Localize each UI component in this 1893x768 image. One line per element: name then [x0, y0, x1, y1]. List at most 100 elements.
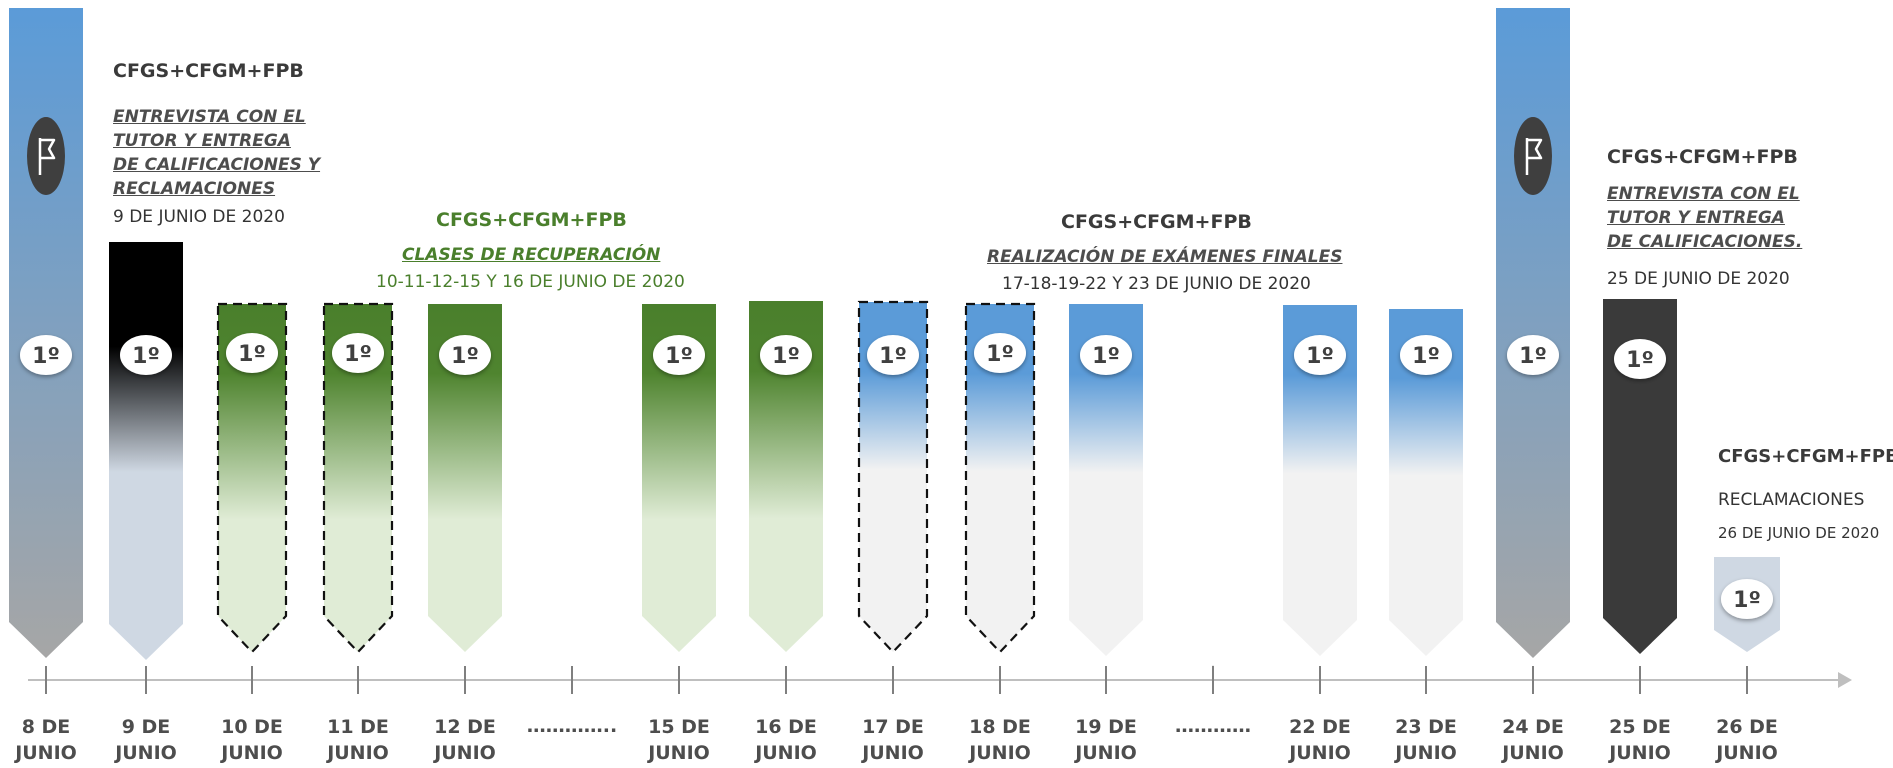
date-label-month: JUNIO — [1609, 742, 1671, 764]
badge-text: 1º — [772, 344, 800, 369]
flag-icon-bg — [27, 117, 65, 195]
date-label-day: 11 DE — [327, 716, 389, 738]
badge — [760, 335, 812, 375]
group-claims-subtitle: RECLAMACIONES — [1718, 490, 1865, 510]
badge — [439, 335, 491, 375]
badge-text: 1º — [986, 342, 1014, 367]
date-label-day: ………….. — [526, 715, 618, 737]
group-blue-header: CFGS+CFGM+FPB — [1061, 211, 1252, 233]
badge-text: 1º — [879, 344, 907, 369]
date-label-day: 26 DE — [1716, 716, 1778, 738]
badge — [1614, 339, 1666, 379]
group-left-date: 9 DE JUNIO DE 2020 — [113, 207, 285, 227]
date-label-day: 10 DE — [221, 716, 283, 738]
group-left-subtitle: ENTREVISTA CON EL TUTOR Y ENTREGA DE CAL… — [113, 105, 320, 201]
subtitle-line: TUTOR Y ENTREGA — [1607, 208, 1785, 228]
date-label-day: ………… — [1175, 715, 1251, 737]
date-label: 16 DE JUNIO — [736, 714, 836, 766]
day-arrow-bar — [1496, 8, 1570, 658]
date-label: 10 DE JUNIO — [202, 714, 302, 766]
date-label-month: JUNIO — [1075, 742, 1137, 764]
date-label-day: 9 DE — [121, 716, 171, 738]
date-label-day: 16 DE — [755, 716, 817, 738]
badge-text: 1º — [132, 344, 160, 369]
badge-text: 1º — [451, 344, 479, 369]
badge — [653, 335, 705, 375]
day-arrow-bar — [1283, 305, 1357, 656]
group-claims-header: CFGS+CFGM+FPB — [1718, 446, 1893, 467]
day-arrow-bar — [1069, 304, 1143, 656]
badge-text: 1º — [32, 344, 60, 369]
date-label: 25 DE JUNIO — [1590, 714, 1690, 766]
day-arrow-bar — [857, 300, 929, 654]
date-label-month: JUNIO — [115, 742, 177, 764]
group-green-date: 10-11-12-15 Y 16 DE JUNIO DE 2020 — [376, 272, 685, 292]
date-label: 12 DE JUNIO — [415, 714, 515, 766]
date-label-day: 15 DE — [648, 716, 710, 738]
group-right-date: 25 DE JUNIO DE 2020 — [1607, 269, 1790, 289]
subtitle-line: DE CALIFICACIONES Y — [113, 155, 321, 175]
badge — [332, 333, 384, 373]
day-arrow-bar — [216, 302, 288, 654]
badge — [1507, 335, 1559, 375]
date-label-day: 8 DE — [21, 716, 71, 738]
date-label-month: JUNIO — [755, 742, 817, 764]
day-arrow-bar — [428, 304, 502, 652]
group-blue-subtitle: REALIZACIÓN DE EXÁMENES FINALES — [987, 247, 1343, 267]
date-label-day: 17 DE — [862, 716, 924, 738]
axis-arrow — [1838, 672, 1852, 688]
date-label-month: JUNIO — [969, 742, 1031, 764]
subtitle-line: DE CALIFICACIONES. — [1607, 232, 1803, 252]
day-arrow-bar — [642, 304, 716, 652]
group-green-header: CFGS+CFGM+FPB — [436, 209, 627, 231]
date-label: 22 DE JUNIO — [1270, 714, 1370, 766]
subtitle-line: ENTREVISTA CON EL — [1607, 184, 1800, 204]
date-label-day: 12 DE — [434, 716, 496, 738]
date-label-day: 22 DE — [1289, 716, 1351, 738]
date-label-day: 24 DE — [1502, 716, 1564, 738]
badge-text: 1º — [665, 344, 693, 369]
date-label: 26 DE JUNIO — [1697, 714, 1797, 766]
group-green-subtitle: CLASES DE RECUPERACIÓN — [402, 245, 661, 265]
badge-text: 1º — [344, 342, 372, 367]
gap-ellipsis: ………… — [1163, 713, 1263, 739]
subtitle-line: TUTOR Y ENTREGA — [113, 131, 291, 151]
date-label: 15 DE JUNIO — [629, 714, 729, 766]
date-label: 19 DE JUNIO — [1056, 714, 1156, 766]
day-arrow-bar — [109, 242, 183, 660]
date-label-day: 19 DE — [1075, 716, 1137, 738]
badge — [1294, 335, 1346, 375]
date-label-day: 18 DE — [969, 716, 1031, 738]
date-label-month: JUNIO — [1395, 742, 1457, 764]
flag-icon-bg — [1514, 117, 1552, 195]
day-arrow-bar — [749, 301, 823, 652]
date-label-day: 23 DE — [1395, 716, 1457, 738]
date-label-month: JUNIO — [221, 742, 283, 764]
badge-text: 1º — [1092, 344, 1120, 369]
badge-text: 1º — [238, 342, 266, 367]
date-label: 18 DE JUNIO — [950, 714, 1050, 766]
flag-icon — [38, 138, 56, 175]
badge — [1400, 335, 1452, 375]
date-label-month: JUNIO — [434, 742, 496, 764]
date-label: 24 DE JUNIO — [1483, 714, 1583, 766]
date-label-month: JUNIO — [648, 742, 710, 764]
gap-ellipsis: ………….. — [522, 713, 622, 739]
date-label-month: JUNIO — [1502, 742, 1564, 764]
date-label: 8 DE JUNIO — [0, 714, 96, 766]
group-left-header: CFGS+CFGM+FPB — [113, 60, 304, 82]
day-arrow-bar — [964, 302, 1036, 654]
badge — [1080, 335, 1132, 375]
flag-icon — [1525, 138, 1543, 175]
badge — [867, 335, 919, 375]
date-label-month: JUNIO — [1289, 742, 1351, 764]
day-arrow-bar — [1389, 309, 1463, 656]
badge — [226, 333, 278, 373]
subtitle-line: RECLAMACIONES — [113, 179, 276, 199]
date-label: 23 DE JUNIO — [1376, 714, 1476, 766]
date-label-month: JUNIO — [1716, 742, 1778, 764]
badge-text: 1º — [1412, 344, 1440, 369]
date-label: 11 DE JUNIO — [308, 714, 408, 766]
